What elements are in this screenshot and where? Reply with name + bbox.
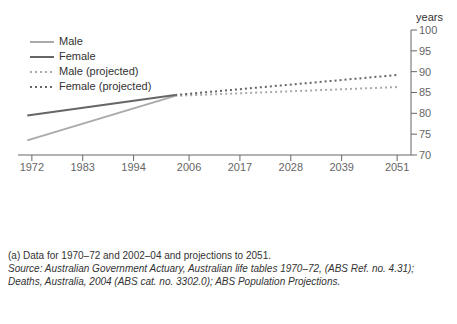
svg-text:1994: 1994 xyxy=(121,161,145,173)
html-text:years: years xyxy=(416,11,443,23)
svg-text:2051: 2051 xyxy=(385,161,409,173)
svg-text:2039: 2039 xyxy=(329,161,353,173)
svg-text:2006: 2006 xyxy=(177,161,201,173)
html-text:Male (projected): Male (projected) xyxy=(59,65,139,77)
html-text:Source: Australian Government: Source: Australian Government Actuary, A… xyxy=(8,263,415,274)
html-text:Male: Male xyxy=(59,35,83,47)
svg-text:95: 95 xyxy=(419,45,431,57)
svg-text:1983: 1983 xyxy=(70,161,94,173)
html-text:(a) Data for 1970–72 and 2002–: (a) Data for 1970–72 and 2002–04 and pro… xyxy=(8,250,271,261)
html-text:Deaths, Australia, 2004 (ABS c: Deaths, Australia, 2004 (ABS cat. no. 33… xyxy=(8,276,341,287)
svg-text:100: 100 xyxy=(419,24,437,36)
html-text:Female (projected): Female (projected) xyxy=(59,80,152,92)
svg-text:85: 85 xyxy=(419,86,431,98)
svg-text:75: 75 xyxy=(419,128,431,140)
svg-text:2017: 2017 xyxy=(228,161,252,173)
svg-text:90: 90 xyxy=(419,66,431,78)
svg-text:1972: 1972 xyxy=(20,161,44,173)
html-text:Female: Female xyxy=(59,50,96,62)
svg-text:70: 70 xyxy=(419,149,431,161)
svg-text:2028: 2028 xyxy=(279,161,303,173)
svg-text:80: 80 xyxy=(419,107,431,119)
